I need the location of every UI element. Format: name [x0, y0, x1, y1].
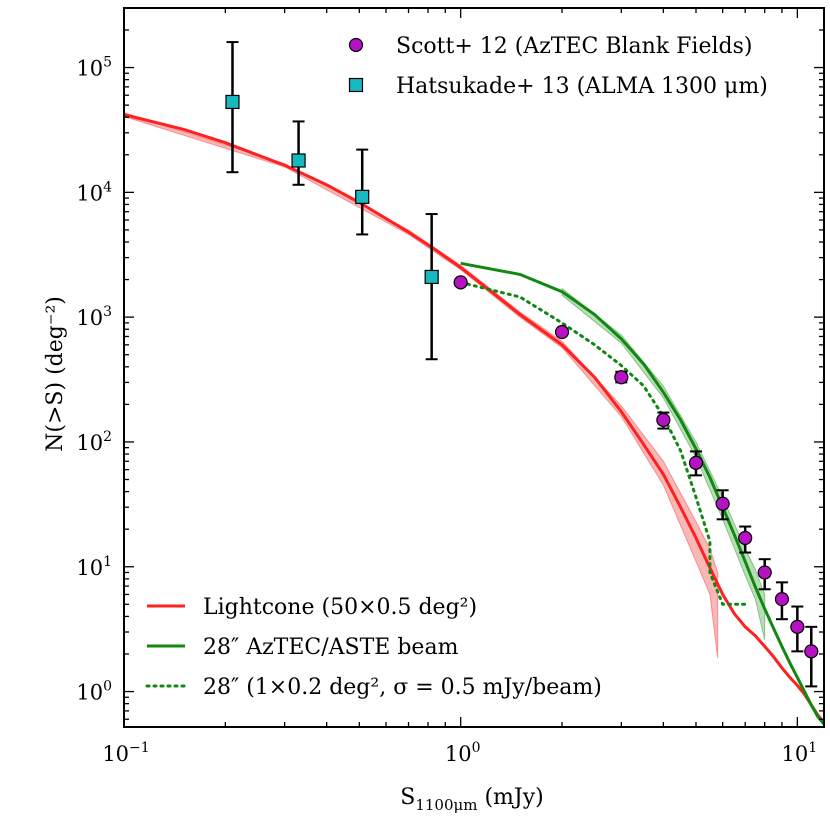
legend-label: 28″ AzTEC/ASTE beam: [203, 635, 459, 660]
y-tick-label: 103: [76, 304, 112, 330]
axis-ticks: [123, 7, 824, 727]
hatsukade-point: [291, 153, 306, 168]
scott-point: [453, 275, 468, 290]
x-tick-label: 100: [445, 740, 481, 766]
legend-hatsukade-marker: [348, 77, 364, 93]
legend-observations: Scott+ 12 (AzTEC Blank Fields) Hatsukade+…: [348, 34, 768, 99]
legend-label: Hatsukade+ 13 (ALMA 1300 μm): [396, 74, 768, 99]
lightcone-curve: [124, 113, 824, 724]
plot-frame: [123, 7, 825, 728]
legend-models: Lightcone (50×0.5 deg²) 28″ AzTEC/ASTE be…: [145, 595, 602, 700]
scott-point: [738, 530, 753, 546]
aztec-beam-curve: [460, 261, 824, 725]
legend-label: 28″ (1×0.2 deg², σ = 0.5 mJy/beam): [203, 675, 602, 700]
hatsukade-point: [225, 94, 240, 110]
scott-point: [790, 619, 805, 634]
scott-point: [715, 496, 730, 511]
x-axis-label: S1100μm (mJy): [400, 785, 544, 814]
x-tick-label: 101: [782, 740, 818, 766]
axis-tick-labels: 10−1 100 101 100 101 102 103 104 105: [76, 55, 817, 766]
hatsukade-point: [355, 189, 370, 204]
y-tick-label: 104: [76, 179, 112, 205]
scott-point: [804, 644, 819, 659]
scott-point: [614, 370, 629, 385]
scott-point: [757, 565, 772, 580]
legend-label: Scott+ 12 (AzTEC Blank Fields): [396, 34, 752, 59]
scott-point: [688, 455, 704, 470]
y-tick-label: 101: [76, 554, 112, 580]
scott-point: [554, 324, 570, 340]
beam-uncertainty-band: [561, 287, 766, 640]
x-tick-label: 10−1: [102, 740, 149, 766]
scott-point: [656, 412, 671, 428]
noisy-field-curve: [459, 280, 747, 606]
model-curves: [124, 113, 824, 725]
y-tick-label: 100: [76, 679, 112, 705]
y-tick-label: 102: [76, 429, 112, 455]
lightcone-uncertainty-band: [124, 112, 719, 659]
hatsukade-point: [424, 269, 439, 285]
y-axis-label: N(>S) (deg⁻²): [43, 296, 68, 452]
uncertainty-bands: [124, 112, 766, 659]
observed-data-points: [225, 41, 819, 688]
legend-label: Lightcone (50×0.5 deg²): [203, 595, 477, 620]
y-tick-label: 105: [76, 55, 112, 81]
legend-scott-marker: [348, 37, 364, 53]
scott-point: [774, 592, 790, 607]
